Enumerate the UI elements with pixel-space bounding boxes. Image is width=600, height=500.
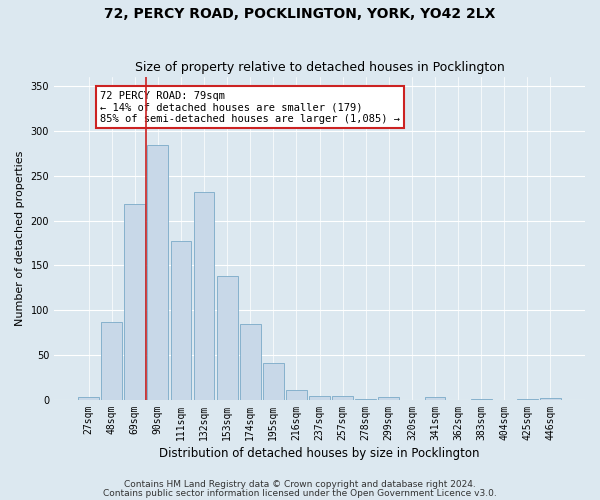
Y-axis label: Number of detached properties: Number of detached properties xyxy=(15,151,25,326)
Text: 72 PERCY ROAD: 79sqm
← 14% of detached houses are smaller (179)
85% of semi-deta: 72 PERCY ROAD: 79sqm ← 14% of detached h… xyxy=(100,90,400,124)
Bar xyxy=(263,363,284,400)
Bar xyxy=(332,396,353,400)
Bar xyxy=(355,399,376,400)
Bar xyxy=(101,322,122,400)
Bar xyxy=(286,390,307,400)
Title: Size of property relative to detached houses in Pocklington: Size of property relative to detached ho… xyxy=(134,62,505,74)
Text: Contains public sector information licensed under the Open Government Licence v3: Contains public sector information licen… xyxy=(103,489,497,498)
Bar xyxy=(170,241,191,400)
Bar xyxy=(194,192,214,400)
Text: Contains HM Land Registry data © Crown copyright and database right 2024.: Contains HM Land Registry data © Crown c… xyxy=(124,480,476,489)
Bar xyxy=(148,145,168,400)
Bar xyxy=(425,398,445,400)
Bar xyxy=(240,324,260,400)
Bar xyxy=(379,398,399,400)
Bar xyxy=(124,204,145,400)
Bar xyxy=(540,398,561,400)
Bar xyxy=(309,396,330,400)
Bar xyxy=(217,276,238,400)
Bar xyxy=(517,399,538,400)
Bar xyxy=(471,399,491,400)
Bar xyxy=(78,398,99,400)
Text: 72, PERCY ROAD, POCKLINGTON, YORK, YO42 2LX: 72, PERCY ROAD, POCKLINGTON, YORK, YO42 … xyxy=(104,8,496,22)
X-axis label: Distribution of detached houses by size in Pocklington: Distribution of detached houses by size … xyxy=(159,447,480,460)
